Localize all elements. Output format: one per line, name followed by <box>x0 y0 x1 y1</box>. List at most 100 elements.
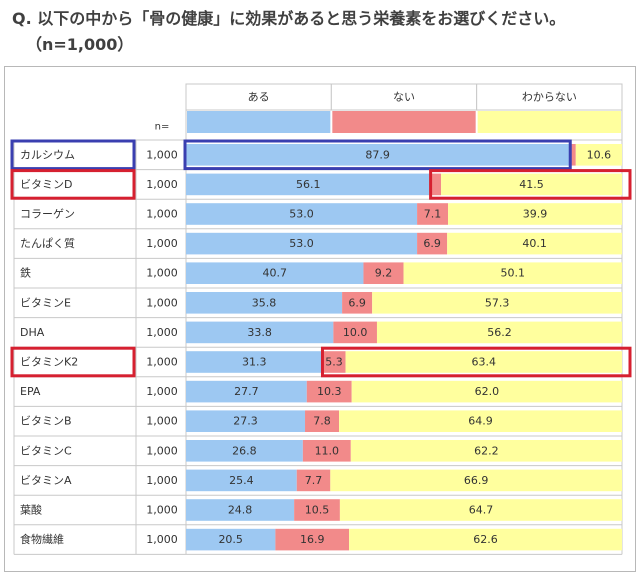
bar-value-label: 62.6 <box>473 533 498 546</box>
row-label: ビタミンK2 <box>20 356 78 369</box>
bar-value-label: 87.9 <box>365 148 390 161</box>
bar-segment <box>363 262 404 284</box>
legend-label: ある <box>248 91 270 104</box>
bar-value-label: 66.9 <box>464 474 489 487</box>
row-n: 1,000 <box>146 356 178 369</box>
bar-value-label: 40.7 <box>262 267 287 280</box>
row-n: 1,000 <box>146 385 178 398</box>
bar-segment <box>296 469 331 492</box>
bar-segment <box>417 203 449 225</box>
bar-segment <box>430 173 442 196</box>
bar-value-label: 40.1 <box>522 237 547 250</box>
bar-segment <box>342 292 373 314</box>
bar-segment <box>339 410 622 432</box>
row-n: 1,000 <box>146 326 178 339</box>
row-label: たんぱく質 <box>20 236 75 250</box>
bar-value-label: 7.1 <box>424 208 442 221</box>
bar-value-label: 33.8 <box>247 326 272 339</box>
bar-segment <box>186 262 364 284</box>
bar-value-label: 10.6 <box>587 148 612 161</box>
highlight-box-bar <box>429 169 632 200</box>
row-n: 1,000 <box>146 474 178 487</box>
highlight-box-bar <box>183 139 572 171</box>
chart-frame <box>4 66 636 572</box>
bar-segment <box>372 292 622 314</box>
bar-segment <box>302 440 351 462</box>
bar-segment <box>186 469 297 492</box>
bar-segment <box>403 262 622 284</box>
row-n: 1,000 <box>146 208 178 221</box>
bar-segment <box>186 380 307 403</box>
bar-value-label: 35.8 <box>252 296 277 309</box>
bar-value-label: 7.7 <box>305 474 323 487</box>
bar-segment <box>441 173 622 196</box>
bar-value-label: 62.0 <box>475 385 500 398</box>
bar-value-label: 63.4 <box>472 356 497 369</box>
bar-segment <box>376 321 622 344</box>
bar-value-label: 10.0 <box>343 326 368 339</box>
highlight-box-label <box>10 139 136 171</box>
bar-segment <box>575 144 622 166</box>
bar-value-label: 53.0 <box>289 208 314 221</box>
bar-value-label: 25.4 <box>229 474 254 487</box>
row-label: ビタミンA <box>20 474 72 487</box>
bar-value-label: 39.9 <box>523 208 548 221</box>
bar-value-label: 10.5 <box>305 504 330 517</box>
question-title: Q. 以下の中から「骨の健康」に効果があると思う栄養素をお選びください。 （n=… <box>12 6 565 58</box>
row-n: 1,000 <box>146 178 178 191</box>
bar-segment <box>349 528 622 551</box>
highlight-box-bar <box>320 346 632 378</box>
bar-value-label: 7.8 <box>313 415 331 428</box>
bar-value-label: 41.5 <box>519 178 544 191</box>
row-label: DHA <box>20 326 45 339</box>
legend-cell <box>185 83 332 111</box>
bar-value-label: 5.3 <box>325 356 343 369</box>
bar-segment <box>275 528 350 551</box>
row-n: 1,000 <box>146 267 178 280</box>
bar-segment <box>186 440 303 462</box>
highlight-box-label <box>10 169 136 200</box>
bar-value-label: 27.7 <box>234 385 259 398</box>
row-n: 1,000 <box>146 148 178 161</box>
bar-value-label: 56.2 <box>487 326 512 339</box>
bar-segment <box>448 203 622 225</box>
row-label: ビタミンC <box>20 444 72 457</box>
bar-segment <box>186 144 570 166</box>
bar-segment <box>186 203 418 225</box>
bar-value-label: 64.7 <box>469 504 494 517</box>
bar-value-label: 6.9 <box>423 237 441 250</box>
row-n: 1,000 <box>146 415 178 428</box>
row-label: EPA <box>20 385 41 398</box>
row-label: 食物繊維 <box>20 532 64 546</box>
legend-label: ない <box>393 91 415 104</box>
bar-value-label: 24.8 <box>228 504 253 517</box>
bar-value-label: 6.9 <box>348 296 366 309</box>
bar-segment <box>186 528 276 551</box>
bar-segment <box>417 232 448 255</box>
row-n: 1,000 <box>146 444 178 457</box>
n-column-header: n= <box>155 122 170 133</box>
bar-value-label: 50.1 <box>501 267 526 280</box>
bar-segment <box>294 499 340 521</box>
bar-segment <box>186 232 418 255</box>
bar-segment <box>186 499 295 521</box>
bar-segment <box>350 440 622 462</box>
bar-value-label: 53.0 <box>289 237 314 250</box>
bar-value-label: 20.5 <box>218 533 243 546</box>
bar-value-label: 62.2 <box>474 444 499 457</box>
row-label: ビタミンE <box>20 296 71 309</box>
bar-value-label: 16.9 <box>300 533 325 546</box>
bar-value-label: 9.2 <box>375 267 393 280</box>
bar-value-label: 56.1 <box>296 178 321 191</box>
row-n: 1,000 <box>146 296 178 309</box>
bar-segment <box>186 410 306 432</box>
bar-segment <box>345 351 622 373</box>
bar-value-label: 57.3 <box>485 296 510 309</box>
bar-segment <box>447 232 622 255</box>
row-label: ビタミンB <box>20 415 72 428</box>
row-label: カルシウム <box>20 148 75 161</box>
row-n: 1,000 <box>146 504 178 517</box>
bar-segment <box>569 144 576 166</box>
bar-segment <box>186 292 343 314</box>
bar-value-label: 11.0 <box>315 444 340 457</box>
